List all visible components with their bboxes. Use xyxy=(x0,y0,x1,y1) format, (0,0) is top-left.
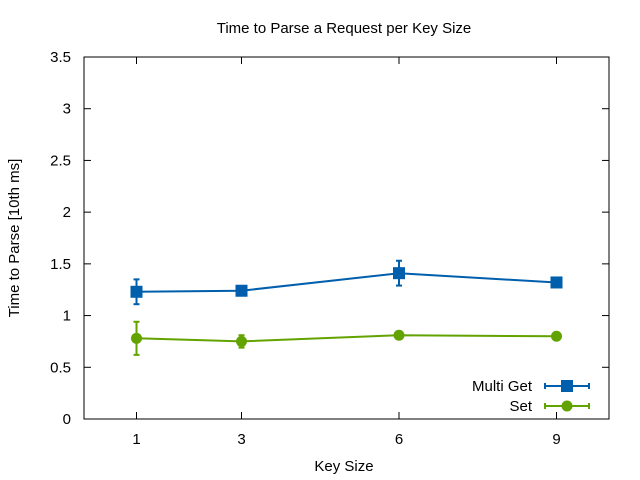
legend-label: Set xyxy=(509,398,532,415)
data-point-circle xyxy=(236,335,247,347)
plot-area-frame xyxy=(83,56,610,420)
series-line xyxy=(136,334,557,343)
y-tick-label: 0.5 xyxy=(50,359,71,376)
y-tick-label: 1 xyxy=(63,308,71,325)
data-point-square xyxy=(550,276,563,289)
x-axis-label: Key Size xyxy=(314,458,373,475)
y-tick-label: 0 xyxy=(63,411,71,428)
y-tick-label: 3.5 xyxy=(50,49,71,66)
x-tick-label: 9 xyxy=(552,431,560,448)
data-point-circle xyxy=(551,330,562,342)
chart-title: Time to Parse a Request per Key Size xyxy=(217,20,472,37)
data-point-square xyxy=(235,284,248,297)
x-tick-label: 1 xyxy=(132,431,140,448)
y-tick-label: 3 xyxy=(63,101,71,118)
y-tick-label: 2 xyxy=(63,204,71,221)
data-point-square xyxy=(393,267,405,280)
legend-item: Multi Get xyxy=(472,378,590,395)
series-line xyxy=(136,272,557,293)
data-point-square xyxy=(130,285,143,298)
data-point-circle xyxy=(131,332,142,344)
legend-marker-square xyxy=(561,380,573,392)
legend-item: Set xyxy=(509,398,590,415)
data-point-circle xyxy=(393,329,405,341)
legend-label: Multi Get xyxy=(472,378,533,395)
y-axis-label: Time to Parse [10th ms] xyxy=(6,159,23,318)
x-tick-label: 3 xyxy=(237,431,245,448)
series-layer xyxy=(130,259,563,356)
y-tick-label: 2.5 xyxy=(50,152,71,169)
series-multi-get xyxy=(130,259,563,306)
x-axis: 1 3 6 9 xyxy=(132,57,561,448)
series-set xyxy=(131,320,562,356)
legend-marker-circle xyxy=(561,400,573,412)
legend: Multi Get Set xyxy=(472,378,590,415)
y-axis: 0 0.5 1 1.5 2 2.5 3 3.5 xyxy=(50,49,609,428)
y-tick-label: 1.5 xyxy=(50,256,71,273)
x-tick-label: 6 xyxy=(395,431,403,448)
